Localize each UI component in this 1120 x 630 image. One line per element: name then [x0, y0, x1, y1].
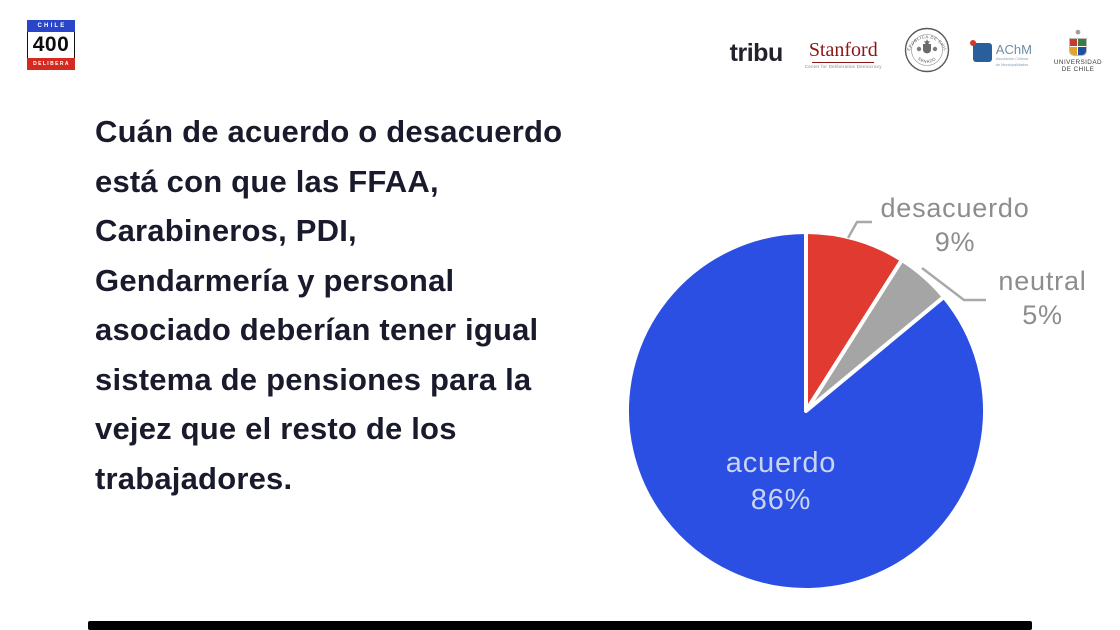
pie-label-acuerdo-name: acuerdo: [725, 447, 837, 479]
chile-logo-bottom-band: DELIBERA: [27, 58, 75, 70]
tribu-logo: tribu: [729, 38, 784, 67]
question-line: Carabineros, PDI,: [95, 213, 357, 248]
question-line: vejez que el resto de los: [95, 411, 457, 446]
achm-subtitle-2: de Municipalidades: [995, 63, 1029, 67]
partner-logos-row: tribu Stanford Center for Deliberative D…: [730, 22, 1102, 78]
achm-abbr: AChM: [995, 42, 1032, 58]
achm-subtitle-1: Asociación Chilena: [995, 57, 1029, 62]
question-text: Cuán de acuerdo o desacuerdo está con qu…: [95, 107, 640, 503]
question-line: Cuán de acuerdo o desacuerdo: [95, 114, 563, 149]
achm-mark-icon: [969, 40, 993, 63]
stanford-subtitle: Center for Deliberative Democracy: [804, 63, 882, 69]
stanford-wordmark: Stanford: [808, 38, 878, 61]
chile-logo-number: 400: [27, 32, 75, 58]
chile-400-delibera-logo: CHILE 400 DELIBERA: [27, 20, 75, 70]
question-line: Gendarmería y personal: [95, 262, 455, 298]
seal-coat-of-arms: [916, 39, 937, 54]
pie-slice-desacuerdo: [804, 230, 904, 413]
pie-label-desacuerdo-pct: 9%: [934, 227, 976, 257]
question-line: está con que las FFAA,: [95, 163, 439, 199]
stanford-logo: Stanford Center for Deliberative Democra…: [805, 32, 882, 69]
achm-logo: AChM Asociación Chilena de Municipalidad…: [969, 32, 1032, 67]
pie-label-acuerdo: acuerdo 86%: [696, 445, 866, 519]
question-line: sistema de pensiones para la: [95, 361, 532, 397]
pie-label-neutral-pct: 5%: [1022, 300, 1063, 330]
senado-seal-logo: REPÚBLICA DE CHILE SENADO: [904, 27, 949, 73]
pie-label-desacuerdo: desacuerdo 9%: [860, 191, 1050, 259]
pie-label-neutral: neutral 5%: [975, 264, 1110, 332]
pie-slice-acuerdo: [625, 230, 987, 592]
pie-label-acuerdo-pct: 86%: [750, 484, 812, 516]
uchile-name-line1: UNIVERSIDAD: [1053, 58, 1102, 66]
question-line: trabajadores.: [95, 460, 293, 496]
question-line: asociado deberían tener igual: [95, 312, 539, 347]
chile-logo-top-band: CHILE: [27, 20, 75, 32]
pie-label-neutral-name: neutral: [998, 266, 1087, 296]
stanford-rule: [812, 61, 875, 63]
pie-chart: [625, 230, 987, 592]
footer-bar: [88, 621, 1032, 630]
uchile-name-line2: DE CHILE: [1061, 65, 1095, 73]
uchile-crest-star-icon: ✸: [1074, 27, 1082, 37]
universidad-de-chile-logo: ✸ UNIVERSIDAD DE CHILE: [1054, 28, 1102, 73]
seal-bottom-title: SENADO: [917, 56, 937, 64]
pie-label-desacuerdo-name: desacuerdo: [880, 193, 1030, 223]
uchile-crest-shield-icon: [1068, 37, 1087, 56]
